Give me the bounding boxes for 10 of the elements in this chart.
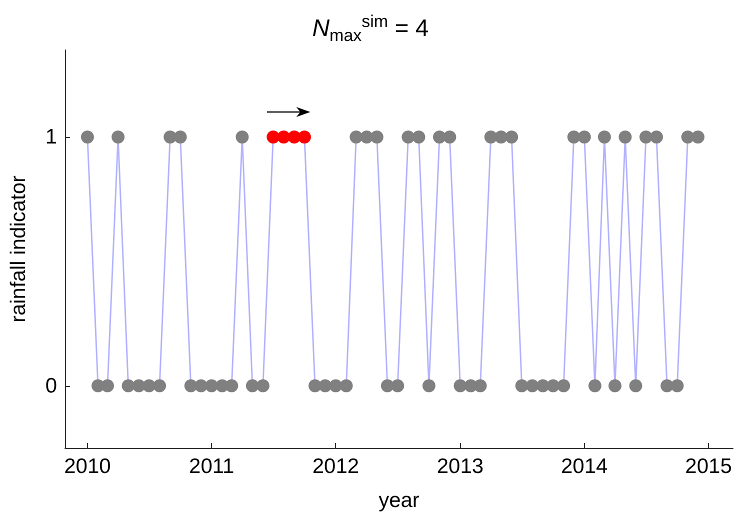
y-tick-label: 0 xyxy=(45,374,57,398)
x-tick-label: 2012 xyxy=(312,455,360,478)
x-tick-label: 2014 xyxy=(561,455,608,478)
x-tick-label: 2015 xyxy=(685,455,732,478)
x-tick-label: 2013 xyxy=(436,455,484,478)
x-tick-label: 2011 xyxy=(189,455,234,478)
y-axis-title: rainfall indicator xyxy=(7,175,30,323)
x-axis-title: year xyxy=(378,489,420,512)
y-tick-label: 1 xyxy=(45,126,57,149)
x-tick-label: 2010 xyxy=(64,455,111,478)
